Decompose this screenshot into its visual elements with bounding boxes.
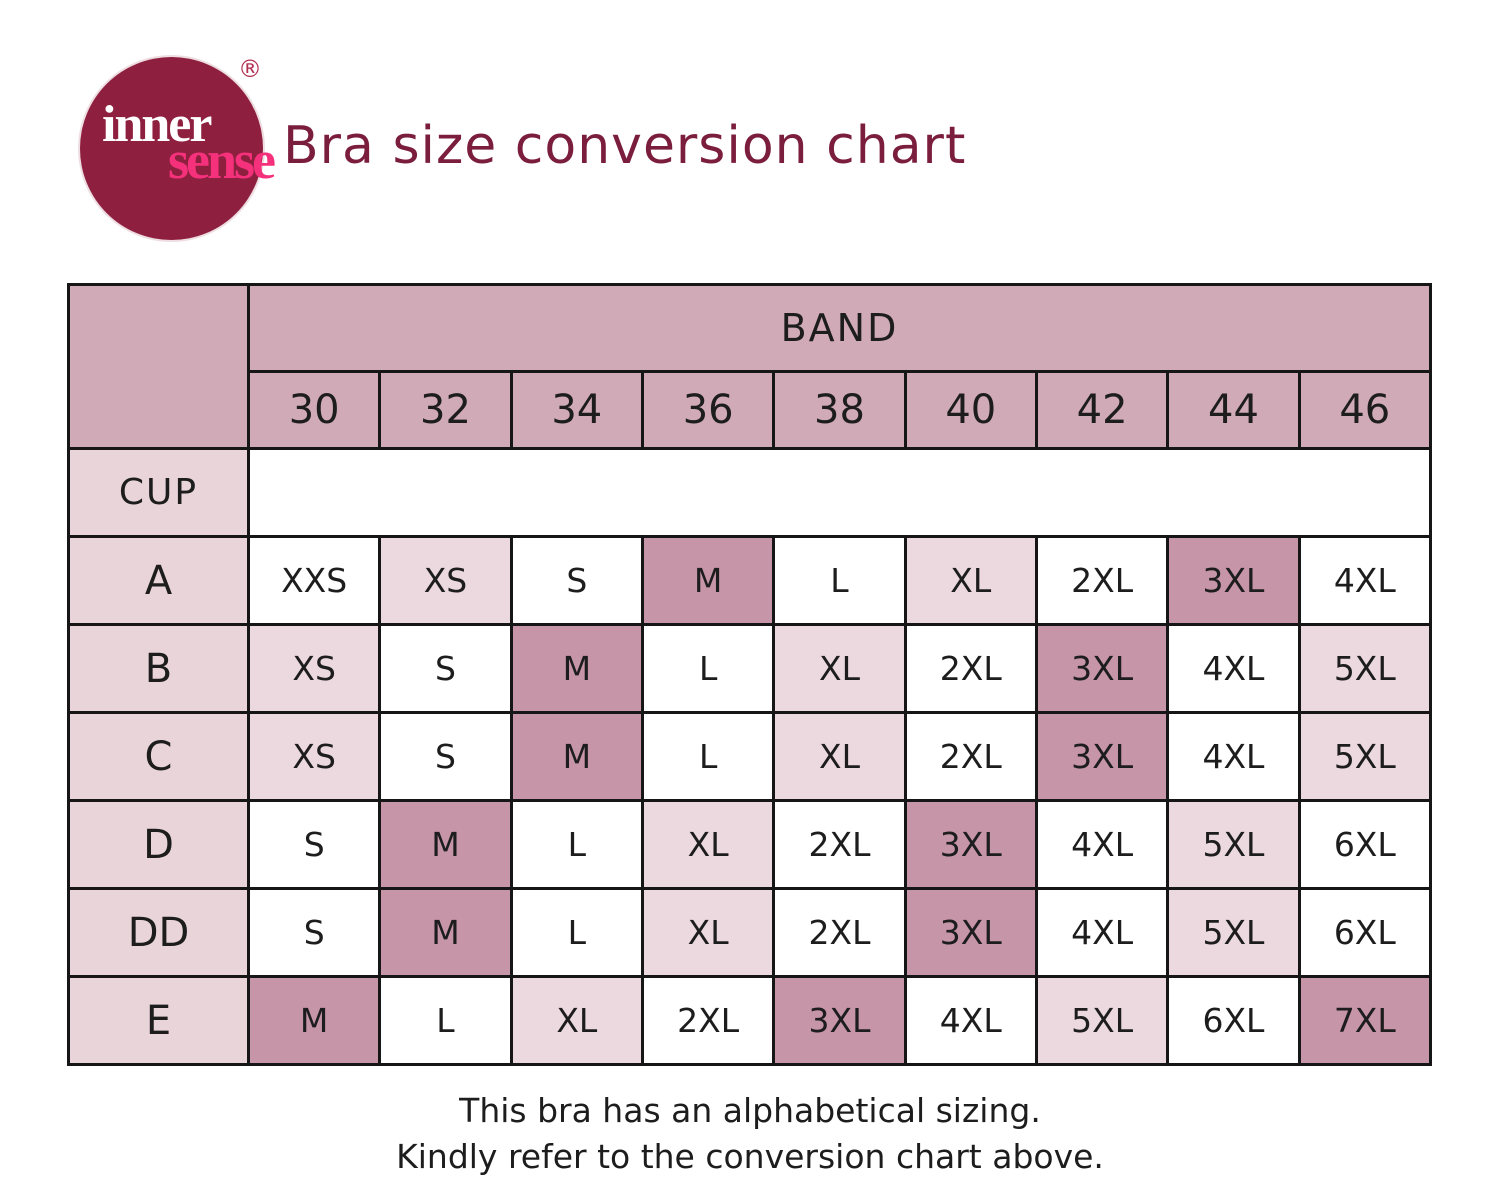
band-cell-34: 34 xyxy=(509,370,644,450)
size-cell-A-46: 4XL xyxy=(1297,535,1433,626)
size-cell-A-44: 3XL xyxy=(1166,535,1301,626)
size-cell-B-40: 2XL xyxy=(903,623,1038,714)
size-cell-DD-32: M xyxy=(378,887,513,978)
size-cell-B-30: XS xyxy=(246,623,382,714)
size-cell-E-30: M xyxy=(246,975,382,1066)
band-header-row: BAND xyxy=(67,283,1432,450)
size-cell-DD-46: 6XL xyxy=(1297,887,1433,978)
size-cell-C-36: L xyxy=(640,711,776,802)
size-cell-E-46: 7XL xyxy=(1297,975,1433,1066)
size-cell-DD-40: 3XL xyxy=(903,887,1038,978)
cup-cell-DD: DD xyxy=(67,887,250,978)
size-cell-C-46: 5XL xyxy=(1297,711,1433,802)
size-cell-A-30: XXS xyxy=(246,535,382,626)
size-cell-DD-34: L xyxy=(509,887,644,978)
size-row-C: C XS S M L XL 2XL 3XL 4XL 5XL xyxy=(67,711,1433,802)
size-cell-B-42: 3XL xyxy=(1034,623,1170,714)
footer-line-2: Kindly refer to the conversion chart abo… xyxy=(396,1137,1104,1177)
band-cell-32: 32 xyxy=(378,370,513,450)
size-cell-E-38: 3XL xyxy=(772,975,907,1066)
size-cell-C-40: 2XL xyxy=(903,711,1038,802)
size-cell-C-32: S xyxy=(378,711,513,802)
size-cell-A-34: S xyxy=(509,535,644,626)
size-cell-A-42: 2XL xyxy=(1034,535,1170,626)
band-cell-38: 38 xyxy=(772,370,907,450)
size-cell-E-42: 5XL xyxy=(1034,975,1170,1066)
size-cell-D-42: 4XL xyxy=(1034,799,1170,890)
size-cell-B-46: 5XL xyxy=(1297,623,1433,714)
size-cell-E-44: 6XL xyxy=(1166,975,1301,1066)
corner-cell xyxy=(67,283,250,450)
size-cell-B-44: 4XL xyxy=(1166,623,1301,714)
size-cell-C-38: XL xyxy=(772,711,907,802)
size-row-DD: DD S M L XL 2XL 3XL 4XL 5XL 6XL xyxy=(67,887,1433,978)
size-cell-D-38: 2XL xyxy=(772,799,907,890)
cup-header-row: CUP xyxy=(67,447,1432,538)
logo-circle xyxy=(80,57,263,240)
brand-logo: inner sense ® xyxy=(80,47,276,240)
size-cell-D-36: XL xyxy=(640,799,776,890)
logo-word-sense: sense xyxy=(168,130,276,190)
band-cell-46: 46 xyxy=(1297,370,1433,450)
footer-line-1: This bra has an alphabetical sizing. xyxy=(459,1091,1041,1130)
size-cell-C-34: M xyxy=(509,711,644,802)
size-cell-DD-30: S xyxy=(246,887,382,978)
size-cell-D-44: 5XL xyxy=(1166,799,1301,890)
page-title: Bra size conversion chart xyxy=(283,116,967,176)
size-cell-E-36: 2XL xyxy=(640,975,776,1066)
size-cell-C-44: 4XL xyxy=(1166,711,1301,802)
size-row-E: E M L XL 2XL 3XL 4XL 5XL 6XL 7XL xyxy=(67,975,1433,1066)
band-numbers-row: 30 32 34 36 38 40 42 44 46 xyxy=(69,370,1433,450)
size-cell-A-40: XL xyxy=(903,535,1038,626)
registered-trademark-icon: ® xyxy=(238,55,262,83)
band-cell-30: 30 xyxy=(246,370,382,450)
size-cell-DD-38: 2XL xyxy=(772,887,907,978)
size-cell-E-34: XL xyxy=(509,975,644,1066)
band-cell-36: 36 xyxy=(640,370,776,450)
cup-cell-D: D xyxy=(67,799,250,890)
size-cell-D-46: 6XL xyxy=(1297,799,1433,890)
size-cell-E-40: 4XL xyxy=(903,975,1038,1066)
cup-cell-C: C xyxy=(67,711,250,802)
cup-header-cell: CUP xyxy=(67,447,250,538)
size-row-B: B XS S M L XL 2XL 3XL 4XL 5XL xyxy=(67,623,1433,714)
size-cell-C-42: 3XL xyxy=(1034,711,1170,802)
footer-note: This bra has an alphabetical sizing. Kin… xyxy=(0,1088,1500,1180)
size-cell-DD-36: XL xyxy=(640,887,776,978)
size-row-D: D S M L XL 2XL 3XL 4XL 5XL 6XL xyxy=(67,799,1433,890)
size-cell-D-32: M xyxy=(378,799,513,890)
size-cell-D-40: 3XL xyxy=(903,799,1038,890)
size-cell-D-34: L xyxy=(509,799,644,890)
cup-cell-E: E xyxy=(67,975,250,1066)
size-cell-E-32: L xyxy=(378,975,513,1066)
cup-cell-A: A xyxy=(67,535,250,626)
band-cell-42: 42 xyxy=(1034,370,1170,450)
cup-cell-B: B xyxy=(67,623,250,714)
size-row-A: A XXS XS S M L XL 2XL 3XL 4XL xyxy=(67,535,1433,626)
size-cell-A-36: M xyxy=(640,535,776,626)
band-header-cell: BAND xyxy=(247,283,1432,373)
band-cell-40: 40 xyxy=(903,370,1038,450)
cup-empty-cell xyxy=(247,447,1432,538)
logo-word-inner: inner xyxy=(102,96,212,153)
size-cell-DD-44: 5XL xyxy=(1166,887,1301,978)
size-cell-C-30: XS xyxy=(246,711,382,802)
size-cell-A-38: L xyxy=(772,535,907,626)
band-cell-44: 44 xyxy=(1166,370,1301,450)
size-cell-B-36: L xyxy=(640,623,776,714)
size-cell-D-30: S xyxy=(246,799,382,890)
size-cell-B-32: S xyxy=(378,623,513,714)
size-conversion-table: BAND 30 32 34 36 38 40 42 44 46 CUP A XXS XS S M L XL 2… xyxy=(67,283,1433,1066)
size-cell-B-38: XL xyxy=(772,623,907,714)
size-cell-B-34: M xyxy=(509,623,644,714)
size-cell-DD-42: 4XL xyxy=(1034,887,1170,978)
size-cell-A-32: XS xyxy=(378,535,513,626)
